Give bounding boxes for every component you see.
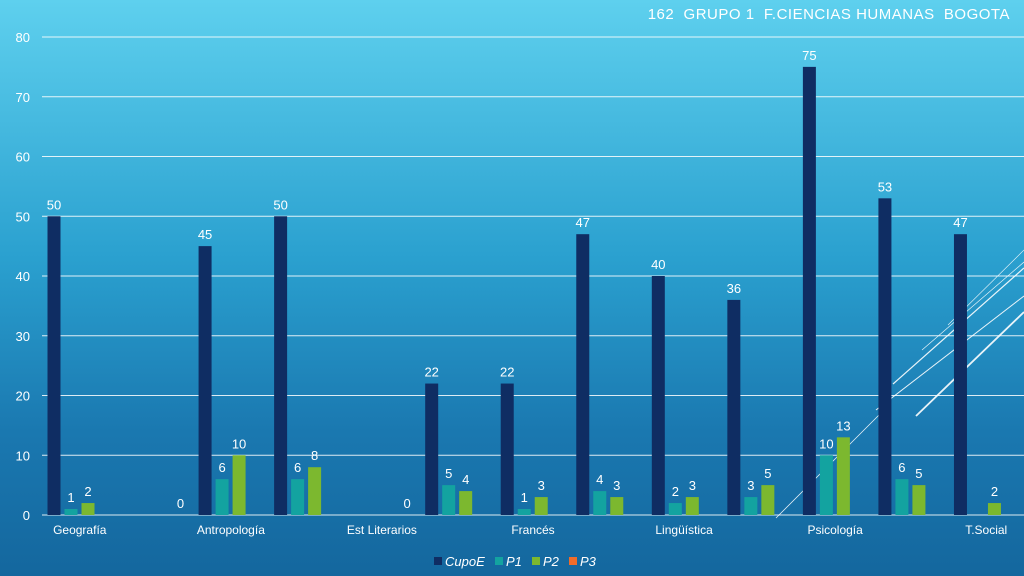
x-tick-label: T.Social: [965, 523, 1007, 537]
bar: [308, 467, 322, 515]
bar: [878, 198, 892, 515]
data-label: 4: [462, 472, 469, 487]
y-tick-label: 40: [16, 269, 30, 284]
x-tick-label: Geografía: [53, 523, 107, 537]
bar: [685, 497, 699, 515]
y-tick-label: 80: [16, 30, 30, 45]
legend-swatch: [434, 557, 442, 565]
bar: [987, 503, 1001, 515]
decorative-line: [875, 295, 1024, 411]
data-label: 50: [273, 197, 287, 212]
data-label: 22: [424, 365, 438, 380]
bar: [215, 479, 229, 515]
legend-label: CupoE: [445, 554, 485, 569]
data-label: 47: [576, 215, 590, 230]
data-label: 13: [836, 418, 850, 433]
data-label: 10: [819, 436, 833, 451]
bar: [836, 437, 850, 515]
legend-label: P2: [543, 554, 560, 569]
bar: [291, 479, 305, 515]
data-label: 3: [613, 478, 620, 493]
bar: [953, 234, 967, 516]
bar: [274, 216, 288, 515]
data-label: 2: [84, 484, 91, 499]
data-label: 5: [915, 466, 922, 481]
bar: [761, 485, 775, 515]
y-tick-label: 10: [16, 448, 30, 463]
bar: [610, 497, 624, 515]
bar: [232, 455, 246, 515]
bar: [442, 485, 456, 515]
bar: [47, 216, 61, 515]
bar: [651, 276, 665, 515]
data-label: 36: [727, 281, 741, 296]
data-label: 53: [878, 179, 892, 194]
legend-swatch: [532, 557, 540, 565]
data-label: 0: [404, 496, 411, 511]
data-label: 1: [521, 490, 528, 505]
data-label: 3: [689, 478, 696, 493]
legend-label: P3: [580, 554, 597, 569]
data-label: 2: [672, 484, 679, 499]
data-label: 45: [198, 227, 212, 242]
data-label: 4: [596, 472, 603, 487]
bar: [912, 485, 926, 515]
data-label: 10: [232, 436, 246, 451]
bar: [819, 455, 833, 515]
x-tick-label: Psicología: [807, 523, 863, 537]
bar: [425, 383, 439, 515]
data-label: 8: [311, 448, 318, 463]
decorative-line: [915, 311, 1024, 417]
bar: [198, 246, 212, 515]
bar: [459, 491, 473, 515]
data-label: 6: [218, 460, 225, 475]
data-label: 47: [953, 215, 967, 230]
y-tick-label: 0: [23, 508, 30, 523]
bar: [895, 479, 909, 515]
y-tick-label: 70: [16, 90, 30, 105]
y-tick-label: 50: [16, 209, 30, 224]
data-label: 5: [764, 466, 771, 481]
bar: [64, 509, 78, 515]
data-label: 3: [747, 478, 754, 493]
bar: [744, 497, 758, 515]
chart-title: 162 GRUPO 1 F.CIENCIAS HUMANAS BOGOTA: [647, 6, 1010, 23]
data-label: 75: [802, 48, 816, 63]
x-tick-label: Est Literarios: [347, 523, 417, 537]
bar: [727, 299, 741, 515]
x-tick-label: Francés: [511, 523, 554, 537]
y-tick-label: 30: [16, 329, 30, 344]
bar: [802, 66, 816, 515]
bar: [593, 491, 607, 515]
legend-label: P1: [506, 554, 522, 569]
data-label: 0: [177, 496, 184, 511]
legend-swatch: [569, 557, 577, 565]
data-label: 40: [651, 257, 665, 272]
bar: [576, 234, 590, 516]
bar: [517, 509, 531, 515]
y-tick-label: 20: [16, 389, 30, 404]
data-label: 3: [538, 478, 545, 493]
data-label: 22: [500, 365, 514, 380]
decorative-line: [921, 261, 1024, 351]
bar: [81, 503, 95, 515]
data-label: 6: [898, 460, 905, 475]
y-tick-label: 60: [16, 150, 30, 165]
data-label: 5: [445, 466, 452, 481]
legend-swatch: [495, 557, 503, 565]
bar: [500, 383, 514, 515]
bar: [668, 503, 682, 515]
x-tick-label: Antropología: [197, 523, 265, 537]
bar: [534, 497, 548, 515]
data-label: 2: [991, 484, 998, 499]
data-label: 6: [294, 460, 301, 475]
data-label: 50: [47, 197, 61, 212]
x-tick-label: Lingüística: [655, 523, 713, 537]
data-label: 1: [67, 490, 74, 505]
